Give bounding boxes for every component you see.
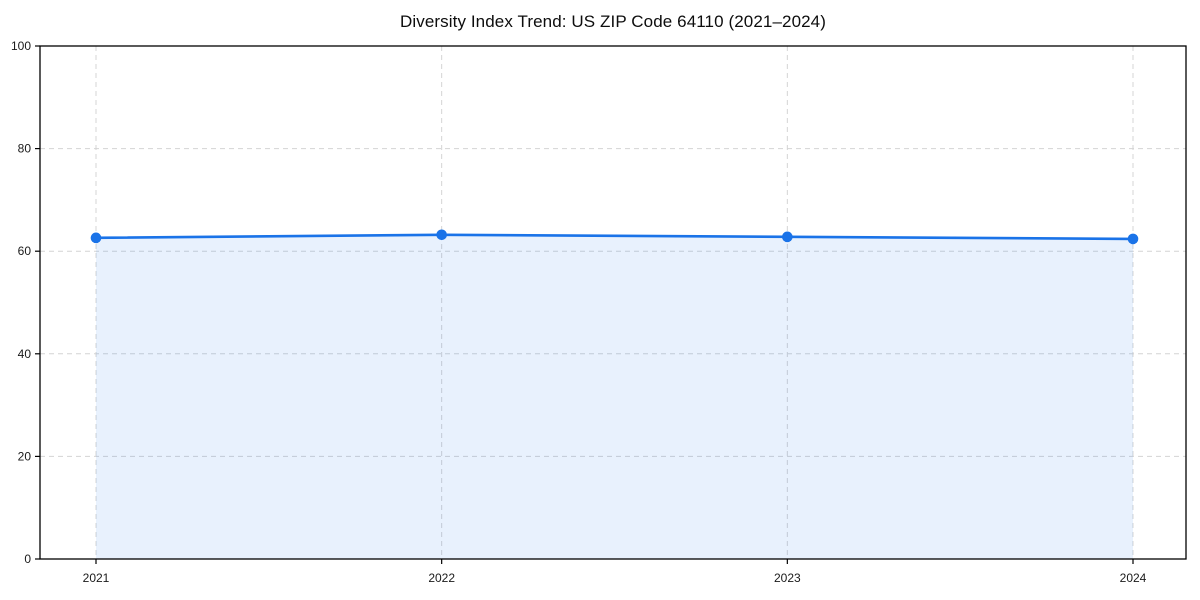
plot-border [39,45,1187,560]
y-tick-label: 100 [11,39,31,53]
x-tick-label: 2024 [1120,571,1147,585]
y-tick-label: 60 [18,244,32,258]
x-tick-label: 2022 [428,571,455,585]
y-tick-label: 0 [24,552,31,566]
y-tick-label: 80 [18,142,32,156]
area-fill [96,234,1133,559]
data-point [782,231,793,243]
y-tick-label: 40 [18,347,32,361]
data-points [90,229,1139,245]
axis-ticks [35,45,1134,564]
x-tick-label: 2021 [83,571,110,585]
data-point [436,229,447,241]
data-point [90,232,102,244]
axis-labels: 0 20 40 60 80 100 2021 2022 2023 2024 [11,39,1147,585]
chart-title: Diversity Index Trend: US ZIP Code 64110… [399,12,827,31]
x-tick-label: 2023 [774,571,801,585]
y-tick-label: 20 [18,449,32,463]
gridlines [40,46,1186,559]
data-point [1127,233,1139,245]
trend-line [94,233,1135,241]
